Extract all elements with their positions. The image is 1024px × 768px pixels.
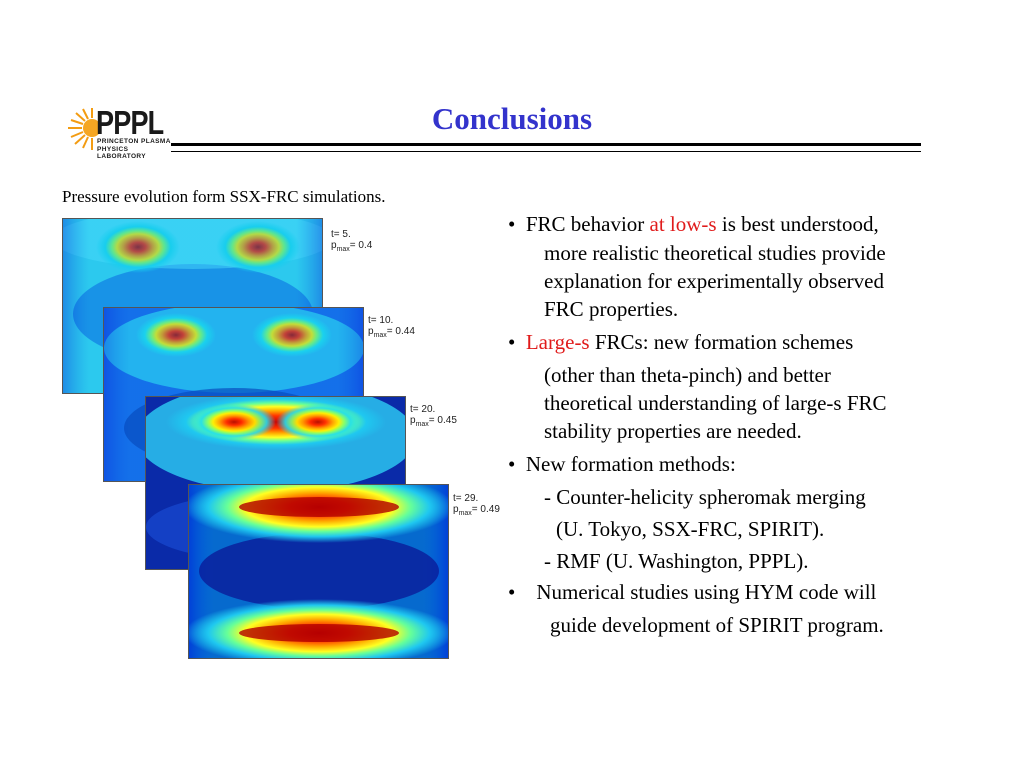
pressure-plot-t29 [188, 484, 449, 659]
panel-label-t5: t= 5. pmax= 0.4 [331, 229, 373, 253]
pppl-logo: PPPL PRINCETON PLASMA PHYSICS LABORATORY [66, 104, 176, 160]
page-title: Conclusions [431, 101, 593, 136]
bullet-numerical-studies: • Numerical studies using HYM code will … [508, 580, 884, 637]
bullet-frc-behavior: • FRC behavior at low-s is best understo… [508, 212, 886, 321]
panel-label-t20: t= 20. pmax= 0.45 [410, 404, 457, 428]
logo-line2: PHYSICS LABORATORY [97, 146, 147, 160]
panel-label-t29: t= 29. pmax= 0.49 [453, 493, 500, 517]
pressure-plot-t10 [103, 307, 364, 482]
logo-line1: PRINCETON PLASMA [97, 138, 171, 145]
bullet-large-s: • Large-s FRCs: new formation schemes (o… [508, 330, 887, 443]
bullet-formation-methods: • New formation methods: - Counter-helic… [508, 452, 866, 573]
panel-label-t10: t= 10. pmax= 0.44 [368, 315, 415, 339]
logo-wordmark: PPPL [96, 104, 164, 141]
title-rule-thick [171, 143, 921, 146]
conclusions-list: • FRC behavior at low-s is best understo… [508, 209, 988, 641]
sunburst-icon [68, 108, 101, 150]
figure-caption: Pressure evolution form SSX-FRC simulati… [62, 187, 386, 206]
title-rule-thin [171, 151, 921, 152]
